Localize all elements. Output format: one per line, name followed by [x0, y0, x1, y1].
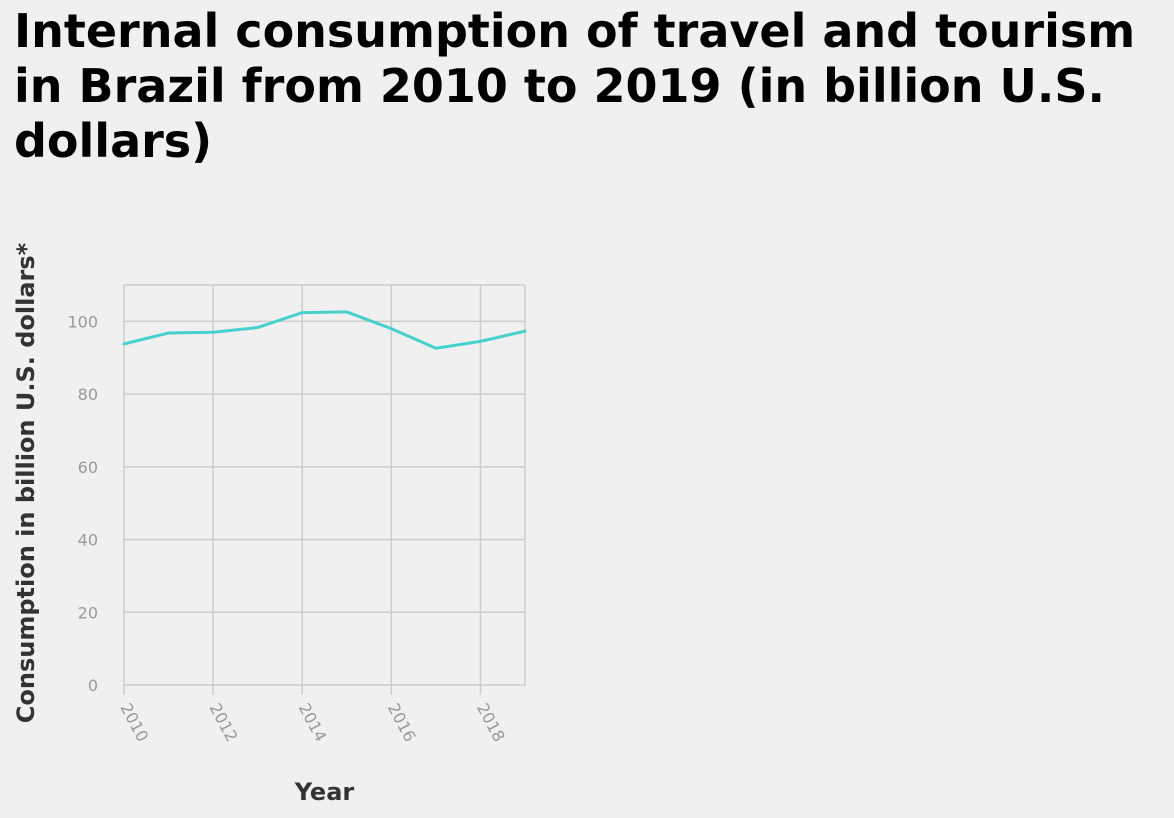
grid-lines — [123, 284, 526, 695]
y-tick-label: 100 — [67, 312, 98, 331]
x-tick-labels: 2010 2012 2014 2016 2018 — [116, 700, 508, 745]
x-axis-label: Year — [294, 778, 355, 806]
x-tick-label: 2016 — [384, 700, 420, 745]
x-tick-label: 2014 — [295, 700, 331, 745]
y-tick-labels: 0 20 40 60 80 100 — [67, 312, 98, 695]
y-tick-label: 40 — [78, 531, 98, 550]
x-tick-label: 2010 — [116, 700, 152, 745]
x-tick-label: 2018 — [473, 700, 509, 745]
series-lines — [122, 310, 527, 350]
y-tick-label: 80 — [78, 385, 98, 404]
y-tick-label: 20 — [78, 603, 98, 622]
y-axis-label: Consumption in billion U.S. dollars* — [12, 242, 40, 723]
y-tick-label: 0 — [88, 676, 98, 695]
x-tick-label: 2012 — [206, 700, 242, 745]
y-tick-label: 60 — [78, 458, 98, 477]
series-line — [122, 310, 527, 350]
chart-title: Internal consumption of travel and touri… — [14, 4, 1136, 168]
